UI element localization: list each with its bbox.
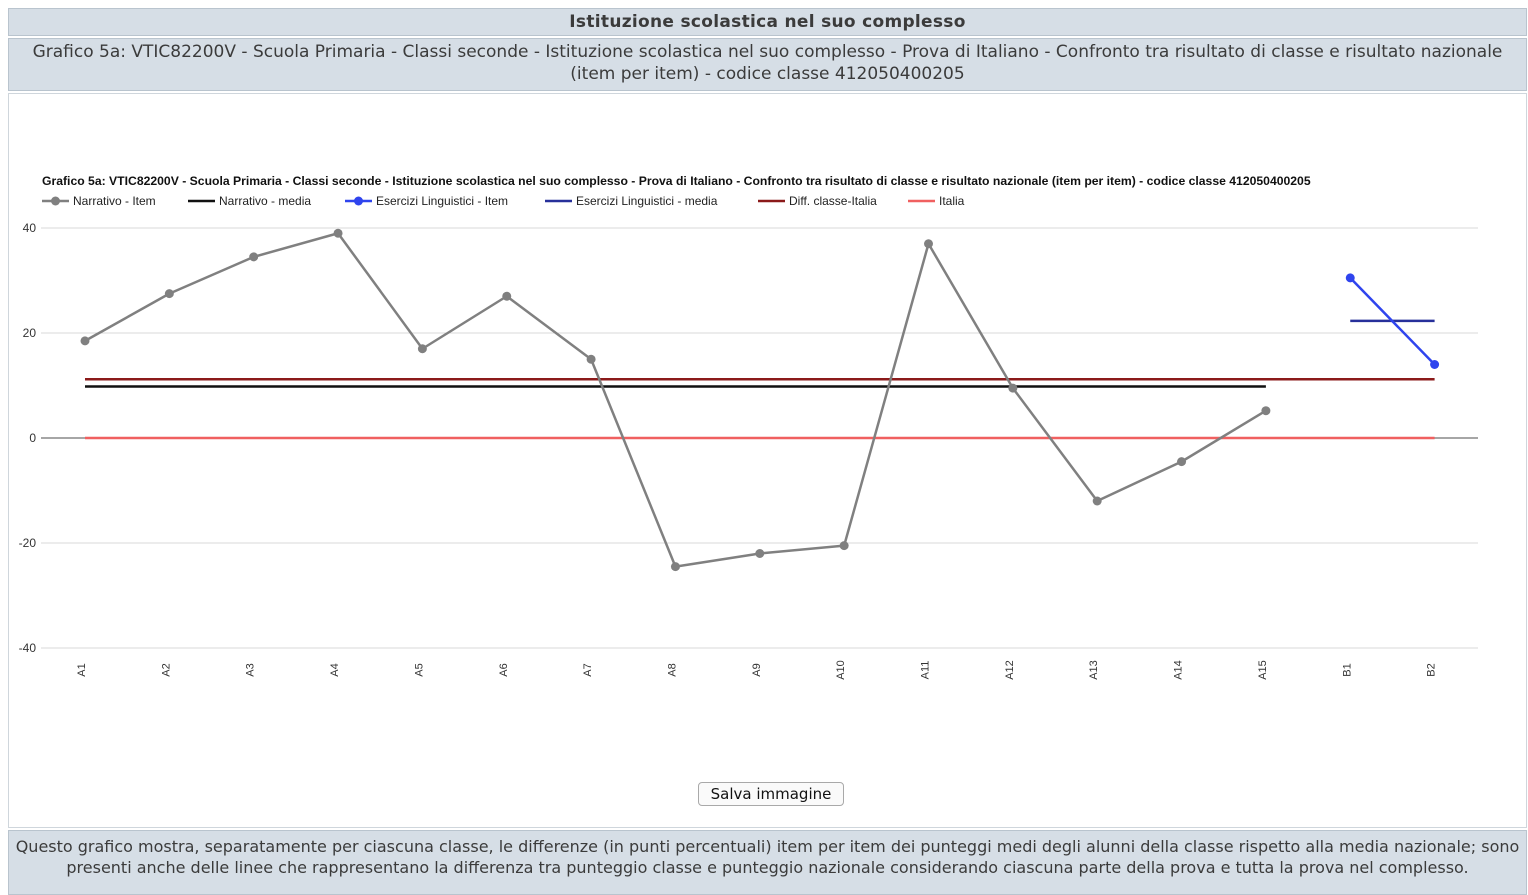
x-tick-label: B1: [1341, 663, 1353, 676]
x-tick-label: A8: [666, 663, 678, 676]
y-tick-label: 40: [23, 221, 37, 235]
y-tick-label: -40: [19, 641, 37, 655]
data-point-narrativo-item: [333, 228, 343, 238]
x-tick-label: A1: [76, 663, 88, 676]
series-line-esercizi-linguistici-item: [1349, 277, 1436, 366]
x-tick-label: A15: [1257, 660, 1269, 680]
data-point-narrativo-item: [249, 252, 259, 262]
line-chart: Grafico 5a: VTIC82200V - Scuola Primaria…: [19, 174, 1478, 680]
data-point-narrativo-item: [839, 541, 849, 551]
y-tick-label: -20: [19, 536, 37, 550]
data-point-narrativo-item: [586, 354, 596, 364]
chart-title: Grafico 5a: VTIC82200V - Scuola Primaria…: [42, 174, 1311, 188]
legend-label: Narrativo - media: [219, 194, 311, 208]
data-point-narrativo-item: [80, 336, 90, 346]
save-image-button[interactable]: Salva immagine: [698, 782, 844, 806]
x-tick-label: A5: [413, 663, 425, 676]
data-point-narrativo-item: [1008, 383, 1018, 393]
chart-description: Questo grafico mostra, separatamente per…: [8, 830, 1527, 895]
x-tick-label: A14: [1173, 660, 1185, 680]
x-tick-label: A10: [835, 660, 847, 680]
x-tick-label: A6: [498, 663, 510, 676]
section-header: Istituzione scolastica nel suo complesso: [8, 8, 1527, 36]
data-point-narrativo-item: [1261, 406, 1271, 416]
legend-label: Esercizi Linguistici - media: [576, 194, 718, 208]
legend-label: Narrativo - Item: [73, 194, 156, 208]
data-point-narrativo-item: [417, 344, 427, 354]
data-point-narrativo-item: [502, 291, 512, 301]
series-line-narrativo-item: [84, 232, 1267, 568]
x-tick-label: A11: [920, 661, 932, 680]
x-tick-label: A13: [1088, 660, 1100, 680]
legend-label: Esercizi Linguistici - Item: [376, 194, 508, 208]
legend-swatch-marker: [354, 196, 363, 206]
x-tick-label: A4: [329, 663, 341, 676]
legend-label: Italia: [939, 194, 965, 208]
x-tick-label: A9: [751, 663, 763, 676]
data-point-narrativo-item: [1092, 496, 1102, 506]
data-point-narrativo-item: [164, 289, 174, 299]
data-point-esercizi-linguistici-item: [1345, 273, 1355, 283]
data-point-esercizi-linguistici-item: [1430, 360, 1440, 369]
data-point-narrativo-item: [755, 549, 765, 558]
y-tick-label: 20: [23, 326, 37, 340]
x-tick-label: A3: [245, 663, 257, 676]
legend-swatch-marker: [51, 196, 60, 206]
x-tick-label: B2: [1426, 663, 1438, 676]
x-tick-label: A2: [160, 663, 172, 676]
y-tick-label: 0: [29, 431, 36, 445]
data-point-narrativo-item: [924, 239, 933, 249]
legend-label: Diff. classe-Italia: [789, 194, 877, 208]
data-point-narrativo-item: [1177, 457, 1187, 467]
chart-panel: Grafico 5a: VTIC82200V - Scuola Primaria…: [8, 93, 1527, 828]
chart-subtitle-banner: Grafico 5a: VTIC82200V - Scuola Primaria…: [8, 38, 1527, 91]
x-tick-label: A12: [1004, 660, 1016, 680]
x-tick-label: A7: [582, 663, 594, 676]
data-point-narrativo-item: [670, 562, 680, 572]
